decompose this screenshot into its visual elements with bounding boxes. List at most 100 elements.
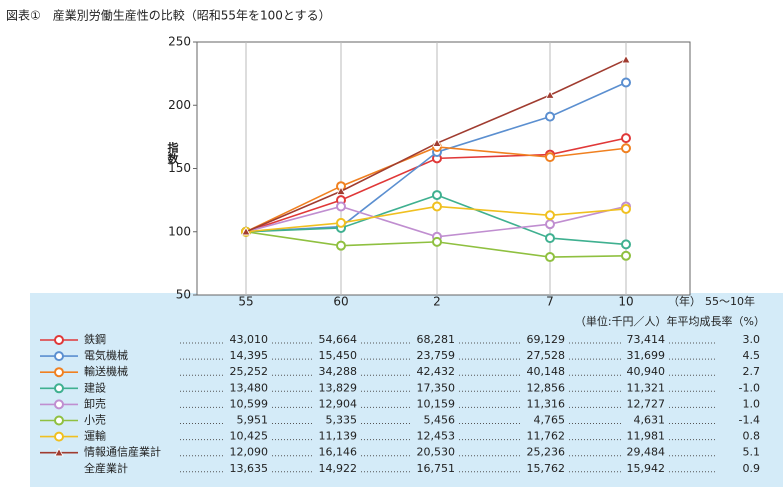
table-value: 11,981 (627, 430, 666, 443)
marker (621, 133, 631, 144)
marker (54, 399, 64, 410)
table-value: 73,414 (627, 333, 666, 346)
table-value: 15,762 (527, 462, 566, 475)
marker (336, 201, 346, 212)
marker (621, 250, 631, 261)
table-value: 17,350 (417, 381, 456, 394)
marker (545, 111, 555, 122)
table-value: 0.8 (743, 430, 761, 443)
x-tick-label: 60 (333, 295, 348, 309)
marker (241, 226, 251, 236)
row-label: 情報通信産業計 (84, 445, 161, 459)
table-value: 40,148 (527, 365, 566, 378)
table-value: 23,759 (417, 349, 456, 362)
x-tick-label: 55 (238, 295, 253, 309)
table-value: 15,450 (319, 349, 358, 362)
table-value: 10,159 (417, 397, 456, 410)
plot-area (196, 41, 691, 296)
marker (432, 201, 442, 212)
table-value: 68,281 (417, 333, 456, 346)
table-value: 11,139 (319, 430, 358, 443)
table-value: 34,288 (319, 365, 358, 378)
marker (336, 217, 346, 228)
table-value: 43,010 (230, 333, 269, 346)
table-value: 10,425 (230, 430, 269, 443)
table-value: 5,456 (424, 414, 456, 427)
x-tick-label: 10 (618, 295, 633, 309)
marker (621, 203, 631, 214)
marker (545, 152, 555, 163)
table-value: 5,335 (326, 414, 358, 427)
table-value: 15,942 (627, 462, 666, 475)
row-label: 建設 (84, 380, 106, 394)
marker (545, 210, 555, 221)
marker (621, 239, 631, 250)
x-tick-label: 7 (546, 295, 554, 309)
x-unit: （年） (668, 294, 701, 308)
y-tick-label: 100 (168, 224, 191, 238)
row-label: 電気機械 (84, 348, 128, 362)
row-label: 鉄鋼 (84, 332, 106, 346)
table-value: 4,765 (534, 414, 566, 427)
marker (545, 219, 555, 230)
table-value: 12,856 (527, 381, 566, 394)
table-value: 1.0 (743, 397, 761, 410)
x-tick-label: 2 (433, 295, 441, 309)
unit-note: （単位:千円／人）年平均成長率（%） (575, 314, 765, 328)
y-tick-label: 150 (168, 161, 191, 175)
marker (621, 143, 631, 154)
marker (54, 367, 64, 378)
marker (54, 383, 64, 394)
row-label: 卸売 (84, 396, 106, 410)
table-value: 25,236 (527, 446, 566, 459)
table-value: 12,090 (230, 446, 269, 459)
table-value: 0.9 (743, 462, 761, 475)
table-value: 11,316 (527, 397, 566, 410)
table-value: 69,129 (527, 333, 566, 346)
table-value: 13,635 (230, 462, 269, 475)
table-value: 12,727 (627, 397, 666, 410)
table-value: 29,484 (627, 446, 666, 459)
marker (621, 77, 631, 88)
marker (545, 252, 555, 263)
table-value: 5,951 (237, 414, 269, 427)
table-value: -1.4 (739, 414, 760, 427)
table-value: 16,146 (319, 446, 358, 459)
table-value: -1.0 (739, 381, 760, 394)
table-value: 11,762 (527, 430, 566, 443)
table-value: 5.1 (743, 446, 761, 459)
row-label: 全産業計 (84, 461, 128, 475)
table-value: 27,528 (527, 349, 566, 362)
table-value: 40,940 (627, 365, 666, 378)
y-tick-label: 250 (168, 35, 191, 49)
marker (432, 236, 442, 247)
table-panel (30, 293, 783, 487)
marker (432, 138, 442, 147)
marker (54, 431, 64, 442)
table-value: 12,453 (417, 430, 456, 443)
table-value: 25,252 (230, 365, 269, 378)
marker (54, 351, 64, 362)
table-value: 14,395 (230, 349, 269, 362)
y-axis-label: 指数 (166, 141, 179, 165)
table-value: 2.7 (743, 365, 761, 378)
table-value: 3.0 (743, 333, 761, 346)
table-value: 12,904 (319, 397, 358, 410)
table-value: 10,599 (230, 397, 269, 410)
marker (54, 447, 64, 457)
table-value: 11,321 (627, 381, 666, 394)
marker (545, 90, 555, 99)
marker (336, 240, 346, 251)
table-value: 31,699 (627, 349, 666, 362)
y-tick-label: 50 (176, 288, 191, 302)
marker (432, 190, 442, 201)
table-value: 4.5 (743, 349, 761, 362)
marker (54, 415, 64, 426)
growth-header: 55～10年 (705, 294, 755, 308)
table-value: 16,751 (417, 462, 456, 475)
table-value: 4,631 (634, 414, 666, 427)
row-label: 運輸 (84, 429, 106, 443)
row-label: 輸送機械 (84, 364, 128, 378)
y-tick-label: 200 (168, 98, 191, 112)
